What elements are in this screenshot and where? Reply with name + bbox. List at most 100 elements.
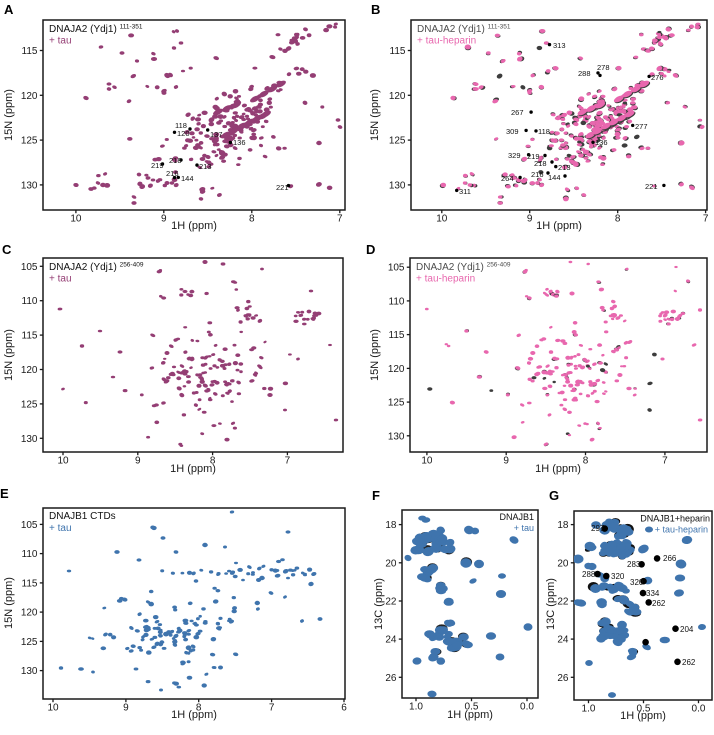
- svg-text:218: 218: [169, 156, 182, 165]
- svg-text:137: 137: [210, 130, 223, 139]
- svg-text:G: G: [549, 488, 559, 503]
- svg-text:9: 9: [123, 703, 129, 714]
- svg-text:15N (ppm): 15N (ppm): [3, 89, 15, 141]
- svg-text:120: 120: [177, 129, 190, 138]
- svg-text:7: 7: [269, 703, 275, 714]
- svg-text:219: 219: [527, 152, 540, 161]
- svg-text:0.0: 0.0: [692, 704, 706, 715]
- svg-text:10: 10: [421, 456, 433, 467]
- svg-text:120: 120: [389, 91, 406, 102]
- svg-text:115: 115: [389, 330, 405, 341]
- svg-text:130: 130: [388, 431, 405, 442]
- svg-text:115: 115: [22, 578, 38, 589]
- svg-text:130: 130: [21, 666, 38, 677]
- svg-text:213: 213: [199, 162, 212, 171]
- svg-text:221: 221: [276, 183, 289, 192]
- svg-text:144: 144: [548, 173, 561, 182]
- svg-text:130: 130: [21, 180, 38, 191]
- svg-text:120: 120: [21, 365, 38, 376]
- svg-text:125: 125: [388, 398, 405, 409]
- svg-text:313: 313: [553, 41, 566, 50]
- svg-text:24: 24: [557, 635, 569, 646]
- svg-text:115: 115: [22, 331, 38, 342]
- svg-text:15N (ppm): 15N (ppm): [3, 577, 15, 629]
- svg-text:20: 20: [557, 558, 569, 569]
- svg-text:26: 26: [385, 673, 397, 684]
- svg-text:22: 22: [385, 597, 397, 608]
- svg-text:120: 120: [388, 364, 405, 375]
- svg-text:13C (ppm): 13C (ppm): [373, 578, 385, 630]
- svg-text:24: 24: [385, 635, 397, 646]
- svg-text:7: 7: [285, 456, 291, 467]
- svg-text:105: 105: [21, 520, 38, 531]
- svg-text:+ tau: + tau: [49, 523, 72, 534]
- svg-text:288: 288: [578, 69, 591, 78]
- svg-text:F: F: [372, 488, 380, 503]
- svg-text:1H (ppm): 1H (ppm): [620, 710, 666, 722]
- svg-text:10: 10: [47, 703, 59, 714]
- svg-text:329: 329: [508, 151, 521, 160]
- svg-text:+ tau: + tau: [49, 274, 72, 285]
- svg-text:E: E: [0, 486, 9, 501]
- svg-text:283: 283: [627, 560, 641, 569]
- svg-text:311: 311: [459, 187, 471, 196]
- svg-text:130: 130: [389, 180, 406, 191]
- svg-text:105: 105: [388, 263, 405, 274]
- svg-text:216: 216: [166, 169, 179, 178]
- svg-text:320: 320: [611, 572, 625, 581]
- svg-text:125: 125: [389, 136, 406, 147]
- svg-text:277: 277: [635, 122, 648, 131]
- svg-text:9: 9: [135, 456, 141, 467]
- svg-text:219: 219: [151, 161, 164, 170]
- svg-text:110: 110: [22, 549, 38, 560]
- svg-text:8: 8: [210, 456, 216, 467]
- svg-text:266: 266: [663, 554, 677, 563]
- svg-text:7: 7: [703, 214, 709, 225]
- svg-text:0.0: 0.0: [520, 702, 534, 713]
- svg-text:125: 125: [21, 399, 38, 410]
- svg-text:D: D: [366, 242, 375, 257]
- svg-text:278: 278: [597, 63, 610, 72]
- svg-text:125: 125: [21, 637, 38, 648]
- svg-text:+ tau: + tau: [514, 523, 534, 533]
- svg-text:204: 204: [680, 625, 694, 634]
- svg-text:+ tau: + tau: [49, 36, 72, 47]
- svg-text:10: 10: [57, 456, 69, 467]
- svg-text:7: 7: [337, 214, 343, 225]
- svg-text:218: 218: [534, 159, 547, 168]
- svg-text:26: 26: [557, 673, 569, 684]
- svg-text:264: 264: [501, 174, 514, 183]
- svg-text:0.5: 0.5: [637, 704, 651, 715]
- svg-text:8: 8: [249, 214, 255, 225]
- svg-text:1H (ppm): 1H (ppm): [170, 463, 216, 475]
- svg-text:1H (ppm): 1H (ppm): [447, 709, 493, 721]
- svg-text:1.0: 1.0: [409, 702, 423, 713]
- svg-text:276: 276: [651, 73, 664, 82]
- svg-text:136: 136: [595, 138, 608, 147]
- svg-text:221: 221: [645, 182, 658, 191]
- svg-text:105: 105: [21, 262, 38, 273]
- svg-text:110: 110: [389, 296, 405, 307]
- svg-text:120: 120: [21, 91, 38, 102]
- svg-text:10: 10: [436, 214, 448, 225]
- svg-text:8: 8: [615, 214, 621, 225]
- svg-text:115: 115: [390, 46, 406, 57]
- svg-text:125: 125: [21, 136, 38, 147]
- svg-text:115: 115: [22, 46, 38, 57]
- svg-text:213: 213: [558, 163, 571, 172]
- svg-text:110: 110: [22, 296, 38, 307]
- svg-text:+ tau-heparin: + tau-heparin: [655, 525, 708, 535]
- svg-text:267: 267: [511, 108, 524, 117]
- svg-text:13C (ppm): 13C (ppm): [545, 578, 557, 630]
- svg-text:309: 309: [506, 127, 519, 136]
- svg-text:+ tau-heparin: + tau-heparin: [416, 274, 475, 285]
- svg-text:8: 8: [583, 456, 589, 467]
- svg-text:1H (ppm): 1H (ppm): [171, 220, 217, 232]
- svg-text:262: 262: [682, 658, 696, 667]
- svg-text:288: 288: [582, 570, 596, 579]
- svg-text:15N (ppm): 15N (ppm): [369, 329, 381, 381]
- svg-text:297: 297: [591, 524, 605, 533]
- svg-text:118: 118: [175, 121, 187, 130]
- svg-text:8: 8: [196, 703, 202, 714]
- svg-text:B: B: [371, 2, 380, 17]
